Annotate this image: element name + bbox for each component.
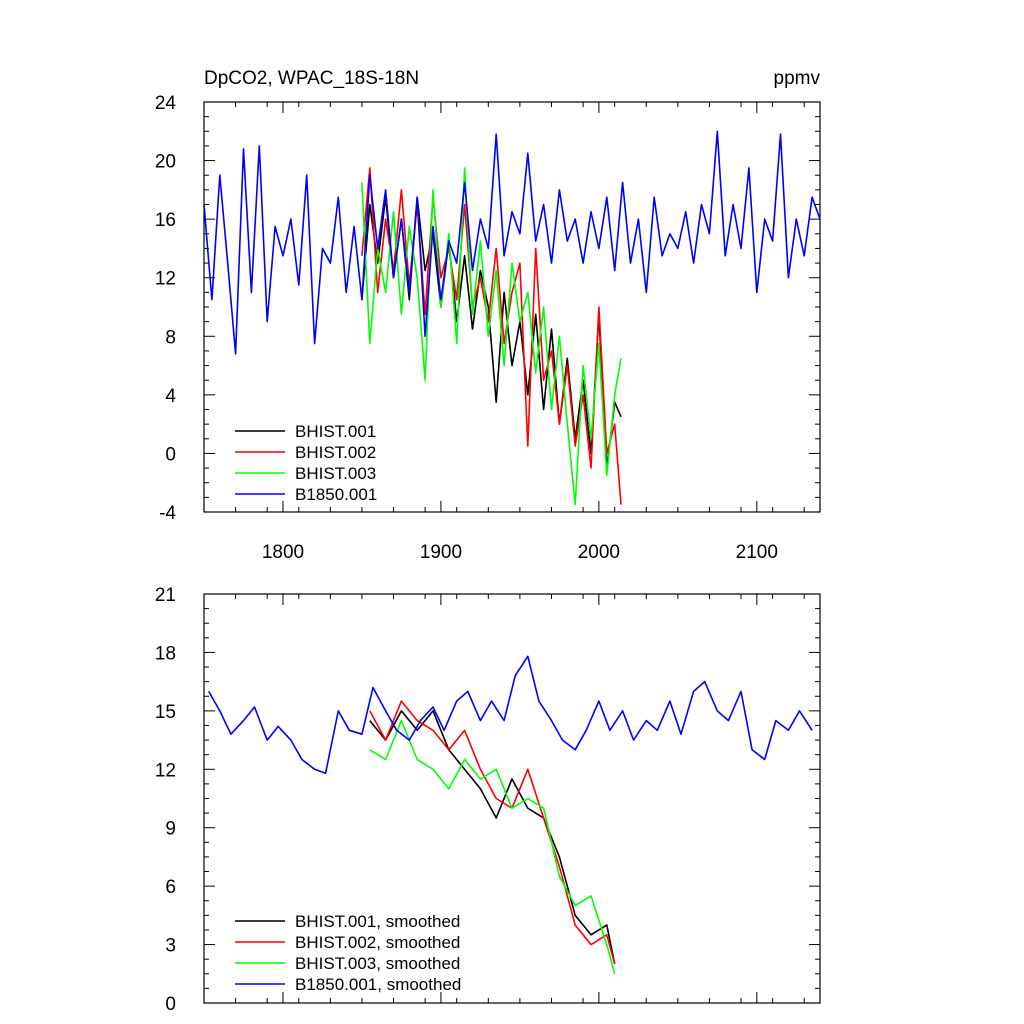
y-tick-label: 3: [165, 936, 176, 957]
legend-label: BHIST.003, smoothed: [295, 954, 460, 973]
y-tick-label: -4: [159, 503, 176, 524]
chart-title-left: DpCO2, WPAC_18S-18N: [204, 68, 419, 89]
x-tick-label: 2000: [578, 542, 620, 563]
series-line: [369, 710, 616, 965]
top-panel: -4 0 4 8 12 16 20 24 1800 1900 2000 2100 BHIST.001 BH…: [155, 93, 821, 563]
series-line: [369, 700, 616, 965]
legend-label: BHIST.001, smoothed: [295, 912, 460, 931]
series-line: [369, 719, 616, 975]
y-tick-label: 21: [155, 585, 176, 606]
series-line: [361, 196, 622, 469]
series-line: [208, 655, 813, 775]
legend-label: B1850.001: [295, 485, 377, 504]
legend-label: BHIST.002, smoothed: [295, 933, 460, 952]
y-tick-label: 16: [155, 210, 176, 231]
x-tick-label: 1800: [262, 542, 304, 563]
legend-label: BHIST.001: [295, 422, 376, 441]
series-line: [203, 130, 821, 355]
chart-units-label: ppmv: [774, 68, 821, 89]
legend-label: BHIST.002: [295, 443, 376, 462]
y-tick-label: 24: [155, 93, 177, 114]
legend-label: BHIST.003: [295, 464, 376, 483]
bottom-panel: 0 3 6 9 12 15 18 21 BHIST.001, smoothed BHIST.002…: [155, 585, 821, 1015]
legend-label: B1850.001, smoothed: [295, 975, 461, 994]
y-tick-label: 20: [155, 152, 176, 173]
y-tick-label: 0: [165, 994, 176, 1015]
y-tick-label: 8: [165, 327, 176, 348]
x-tick-label: 2100: [736, 542, 778, 563]
y-tick-label: 18: [155, 643, 176, 664]
x-tick-label: 1900: [420, 542, 462, 563]
y-tick-label: 15: [155, 702, 176, 723]
y-tick-label: 6: [165, 877, 176, 898]
y-tick-label: 12: [155, 269, 176, 290]
y-tick-label: 4: [165, 386, 176, 407]
series-line: [361, 167, 622, 506]
y-tick-label: 12: [155, 760, 176, 781]
y-tick-label: 9: [165, 819, 176, 840]
y-tick-label: 0: [165, 444, 176, 465]
series-line: [361, 167, 622, 505]
